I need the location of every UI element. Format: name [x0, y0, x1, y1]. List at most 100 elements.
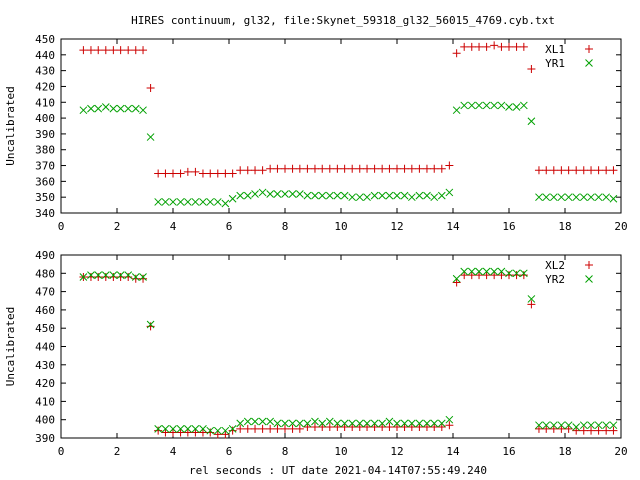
- data-point-xl2: [101, 272, 110, 281]
- data-point-yr2: [609, 421, 618, 430]
- data-point-xl1: [146, 84, 155, 93]
- data-point-xl2: [422, 423, 431, 432]
- data-point-xl1: [482, 42, 491, 51]
- data-point-yr2: [393, 419, 401, 428]
- data-point-yr1: [482, 101, 491, 110]
- data-point-yr2: [124, 271, 133, 279]
- data-point-yr1: [161, 198, 170, 206]
- data-point-yr2: [333, 419, 342, 428]
- data-point-yr2: [281, 419, 289, 428]
- data-point-xl1: [295, 164, 304, 173]
- data-point-xl1: [587, 166, 596, 175]
- data-point-yr1: [101, 103, 110, 111]
- data-point-yr1: [445, 188, 454, 197]
- data-point-yr1: [124, 104, 133, 113]
- data-point-xl1: [198, 169, 207, 178]
- data-point-yr1: [385, 191, 394, 200]
- data-point-xl2: [445, 421, 454, 430]
- data-point-xl1: [348, 164, 357, 173]
- data-point-xl2: [407, 423, 416, 432]
- data-point-xl1: [273, 164, 282, 173]
- y-tick-label: 450: [35, 322, 55, 335]
- data-point-xl1: [281, 164, 289, 173]
- data-point-xl2: [273, 424, 282, 433]
- data-point-yr2: [363, 419, 371, 428]
- data-point-xl2: [497, 271, 506, 280]
- data-point-yr2: [407, 419, 416, 428]
- y-tick-label: 360: [35, 175, 55, 188]
- data-point-yr1: [266, 190, 275, 198]
- data-point-xl2: [475, 271, 484, 280]
- data-point-xl1: [594, 166, 603, 175]
- data-point-xl1: [206, 169, 215, 178]
- data-point-xl1: [542, 166, 551, 175]
- data-point-xl2: [333, 423, 342, 432]
- data-point-yr1: [243, 191, 252, 200]
- data-point-xl2: [557, 424, 566, 433]
- x-tick-label: 18: [558, 445, 571, 458]
- data-point-xl2: [467, 271, 476, 280]
- data-point-xl2: [527, 300, 536, 309]
- data-point-xl2: [490, 271, 499, 280]
- data-point-yr2: [109, 271, 118, 279]
- y-tick-label: 400: [35, 414, 55, 427]
- legend-marker-yr1: [585, 59, 593, 67]
- data-point-xl1: [385, 164, 394, 173]
- data-point-xl1: [169, 169, 177, 178]
- data-point-yr1: [236, 191, 245, 200]
- chart-title: HIRES continuum, gl32, file:Skynet_59318…: [131, 14, 555, 27]
- data-point-yr2: [176, 424, 185, 433]
- data-point-xl2: [310, 423, 319, 432]
- data-point-yr2: [213, 426, 222, 435]
- data-point-xl2: [176, 428, 185, 437]
- data-point-xl2: [393, 423, 401, 432]
- data-point-yr1: [407, 193, 416, 202]
- legend-marker-xl1: [585, 45, 593, 53]
- data-point-xl1: [355, 164, 364, 173]
- data-point-xl1: [101, 46, 110, 55]
- data-point-yr1: [183, 198, 192, 206]
- data-point-yr1: [355, 193, 364, 202]
- x-tick-label: 12: [390, 220, 403, 233]
- data-point-yr2: [325, 417, 334, 426]
- data-point-xl2: [303, 423, 312, 432]
- data-point-yr2: [79, 273, 88, 281]
- data-point-xl2: [236, 424, 245, 433]
- y-tick-label: 420: [35, 80, 55, 93]
- data-point-yr2: [557, 421, 566, 430]
- data-point-yr2: [295, 419, 304, 428]
- plot-frame: [60, 254, 622, 439]
- data-point-yr2: [519, 269, 528, 278]
- data-point-yr1: [602, 193, 611, 202]
- data-point-yr2: [116, 271, 125, 279]
- data-point-yr2: [452, 274, 461, 283]
- data-point-xl2: [139, 274, 148, 283]
- data-point-xl1: [79, 46, 88, 55]
- x-tick-label: 8: [282, 220, 289, 233]
- data-point-xl1: [288, 164, 297, 173]
- data-point-xl2: [213, 430, 222, 439]
- data-point-yr2: [370, 419, 379, 428]
- data-point-yr2: [199, 424, 207, 433]
- data-point-xl2: [519, 271, 528, 280]
- data-point-yr1: [251, 190, 259, 198]
- data-point-xl2: [183, 428, 192, 437]
- data-point-yr2: [146, 320, 155, 329]
- data-point-xl2: [325, 423, 334, 432]
- legend-marker-xl2: [585, 261, 593, 269]
- data-point-xl2: [602, 426, 611, 435]
- data-point-xl1: [609, 166, 618, 175]
- data-point-yr1: [519, 101, 528, 110]
- y-tick-label: 480: [35, 267, 55, 280]
- data-point-yr1: [557, 193, 566, 202]
- data-point-xl1: [236, 166, 245, 175]
- legend-marker-yr2: [585, 275, 593, 283]
- data-point-xl1: [310, 164, 319, 173]
- data-point-yr1: [452, 106, 461, 115]
- data-point-yr2: [236, 419, 245, 428]
- data-point-xl1: [266, 164, 275, 173]
- x-tick-label: 16: [502, 445, 515, 458]
- data-point-xl2: [579, 426, 588, 435]
- data-point-xl1: [512, 42, 521, 51]
